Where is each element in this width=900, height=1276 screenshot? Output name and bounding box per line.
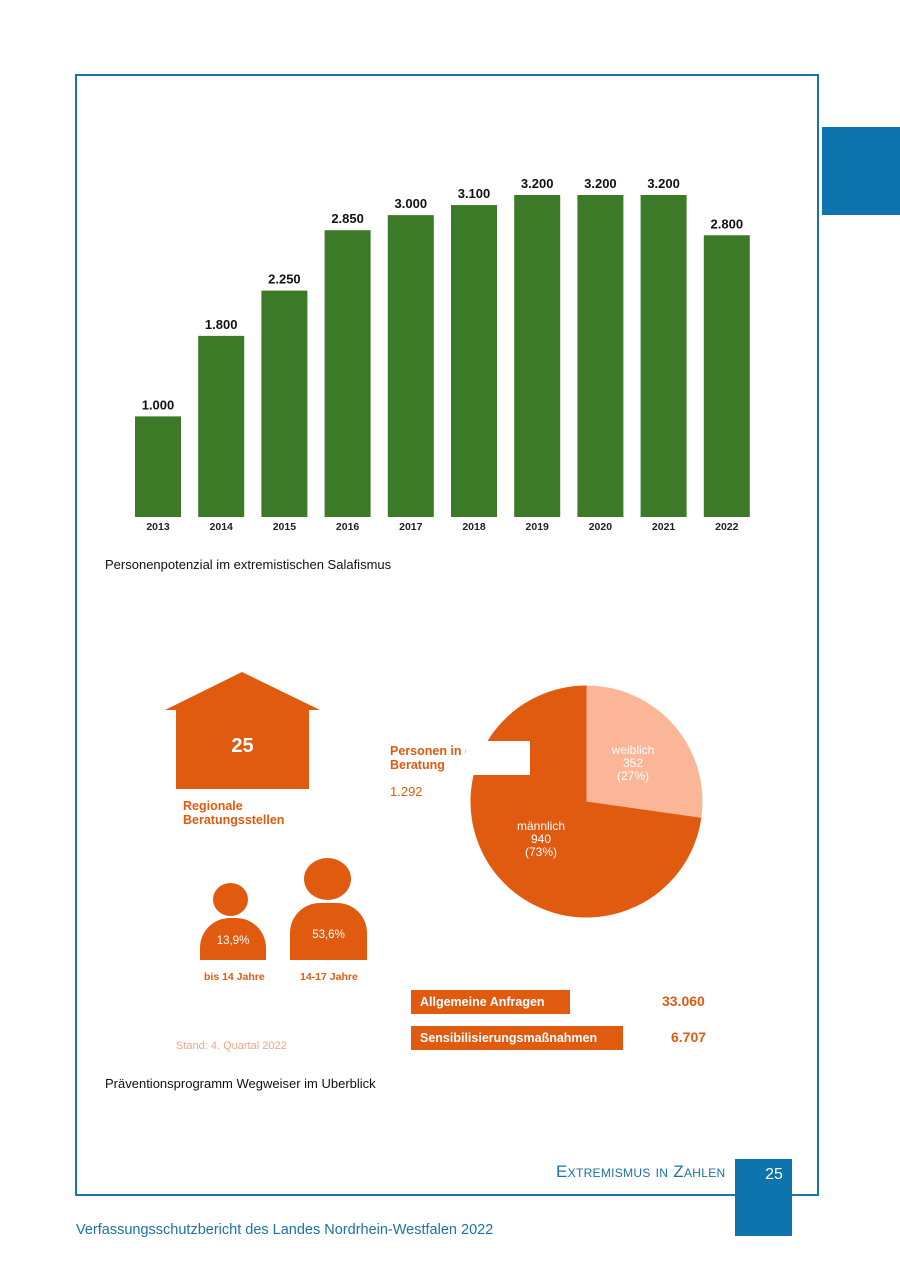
x-tick-label: 2014 [210, 521, 234, 533]
x-tick-label: 2020 [589, 521, 613, 533]
bar-value-label: 3.100 [458, 186, 491, 201]
house-roof [165, 672, 320, 710]
pie-female-line1: weiblich [611, 743, 655, 757]
bar-value-label: 3.200 [521, 176, 554, 191]
x-tick-label: 2016 [336, 521, 360, 533]
bar-2017 [387, 215, 434, 517]
age-percent-14-17: 53,6% [312, 929, 345, 941]
chart2-caption: Präventionsprogramm Wegweiser im Uberbli… [105, 1076, 376, 1091]
bar-2022 [703, 235, 750, 517]
pie-female-line2: 352 [622, 756, 644, 770]
person-body-icon [290, 903, 367, 960]
house-label-line1: Regionale [183, 799, 243, 813]
page-frame [75, 74, 819, 1196]
chapter-tab-marker [822, 127, 900, 215]
age-label-14-17: 14-17 Jahre [300, 971, 358, 983]
person-head-icon [213, 883, 248, 916]
x-tick-label: 2013 [146, 521, 170, 533]
house-body [176, 709, 309, 789]
page-number: 25 [765, 1166, 783, 1183]
pie-label-line1: Personen in der [390, 744, 485, 758]
gender-pie-chart [466, 685, 703, 918]
footer-title: Verfassungsschutzbericht des Landes Nord… [76, 1222, 494, 1238]
x-tick-label: 2015 [273, 521, 297, 533]
pie-female-line3: (27%) [616, 769, 649, 783]
bar-value-label: 2.800 [711, 216, 744, 231]
stand-note: Stand: 4. Quartal 2022 [176, 1040, 287, 1052]
pie-label: Personen in der Beratung [390, 744, 484, 772]
bar-2016 [324, 230, 371, 517]
section-title: Extremismus in Zahlen [556, 1162, 726, 1181]
person-body-icon [200, 918, 266, 960]
house-label-line2: Beratungsstellen [183, 813, 285, 827]
bar-2018 [451, 205, 497, 517]
page-number-box [735, 1159, 792, 1236]
pie-male-line1: männlich [516, 819, 566, 833]
pie-slice-female [586, 685, 703, 818]
x-tick-label: 2021 [652, 521, 676, 533]
salafismus-bar-chart: 1.000 2013 1.800 2014 2.250 2015 2.850 2016 3.00… [135, 176, 750, 533]
request-value-1: 6.707 [671, 1029, 707, 1045]
x-tick-label: 2017 [399, 521, 423, 533]
house-label: Regionale Beratungsstellen [183, 799, 284, 827]
request-bar-1: Sensibilisierungsmaßnahmen [411, 1026, 623, 1050]
counselling-centres-count: 25 [231, 735, 254, 757]
bar-value-label: 3.200 [584, 176, 617, 191]
pie-label-cutout [466, 741, 530, 775]
x-tick-label: 2022 [715, 521, 739, 533]
pie-total: 1.292 [390, 784, 423, 799]
pie-male-label: männlich 940 (73%) [496, 820, 586, 859]
pie-male-line2: 940 [530, 832, 552, 846]
pie-female-label: weiblich 352 (27%) [588, 744, 678, 783]
pie-label-line2: Beratung [390, 758, 445, 772]
bar-value-label: 3.000 [395, 196, 428, 211]
x-tick-label: 2018 [462, 521, 486, 533]
request-value-0: 33.060 [662, 993, 705, 1009]
bar-2014 [198, 335, 245, 517]
chart1-caption: Personenpotenzial im extremistischen Sal… [105, 557, 392, 572]
bar-value-label: 3.200 [647, 176, 680, 191]
pie-male-line3: (73%) [524, 845, 557, 859]
bar-2013 [135, 416, 181, 517]
age-label-under-14: bis 14 Jahre [204, 971, 265, 983]
bar-value-label: 2.850 [331, 211, 364, 226]
request-bar-0: Allgemeine Anfragen [411, 990, 570, 1014]
bar-value-label: 1.800 [205, 317, 238, 332]
bar-2019 [514, 195, 561, 517]
x-tick-label: 2019 [526, 521, 550, 533]
bar-value-label: 1.000 [142, 397, 175, 412]
bar-2020 [577, 195, 624, 517]
bar-2021 [640, 195, 687, 517]
house-icon: 25 [165, 672, 320, 789]
age-percent-under-14: 13,9% [216, 935, 250, 947]
bar-2015 [261, 290, 308, 517]
person-head-icon [304, 858, 351, 900]
bar-value-label: 2.250 [268, 272, 301, 287]
